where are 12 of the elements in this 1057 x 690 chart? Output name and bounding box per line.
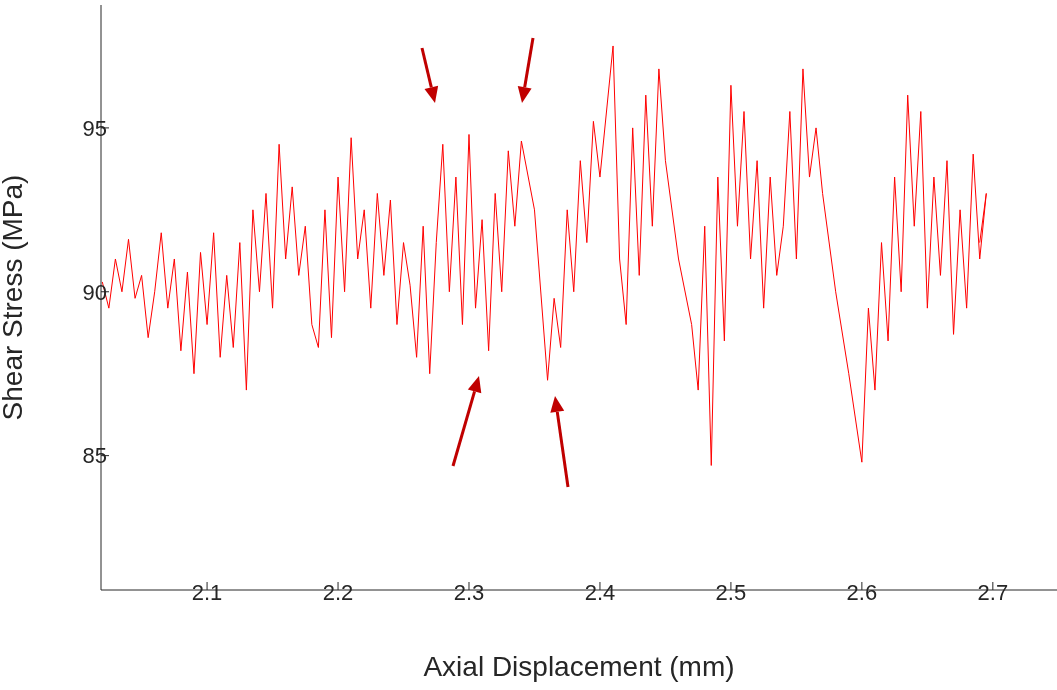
x-axis-title: Axial Displacement (mm): [423, 651, 735, 682]
x-tick-label: 2.3: [453, 579, 485, 605]
x-tick-label: 2.6: [846, 579, 878, 605]
x-tick-label: 2.5: [715, 579, 747, 605]
x-tick-label: 2.7: [977, 579, 1009, 605]
x-tick-label: 2.2: [322, 579, 354, 605]
x-tick-label: 2.1: [191, 579, 223, 605]
y-tick-label: 95: [82, 115, 107, 141]
y-tick-label: 85: [82, 443, 107, 469]
x-tick-label: 2.4: [584, 579, 616, 605]
y-tick-label: 90: [82, 279, 107, 305]
y-axis-title: Shear Stress (MPa): [0, 174, 28, 421]
